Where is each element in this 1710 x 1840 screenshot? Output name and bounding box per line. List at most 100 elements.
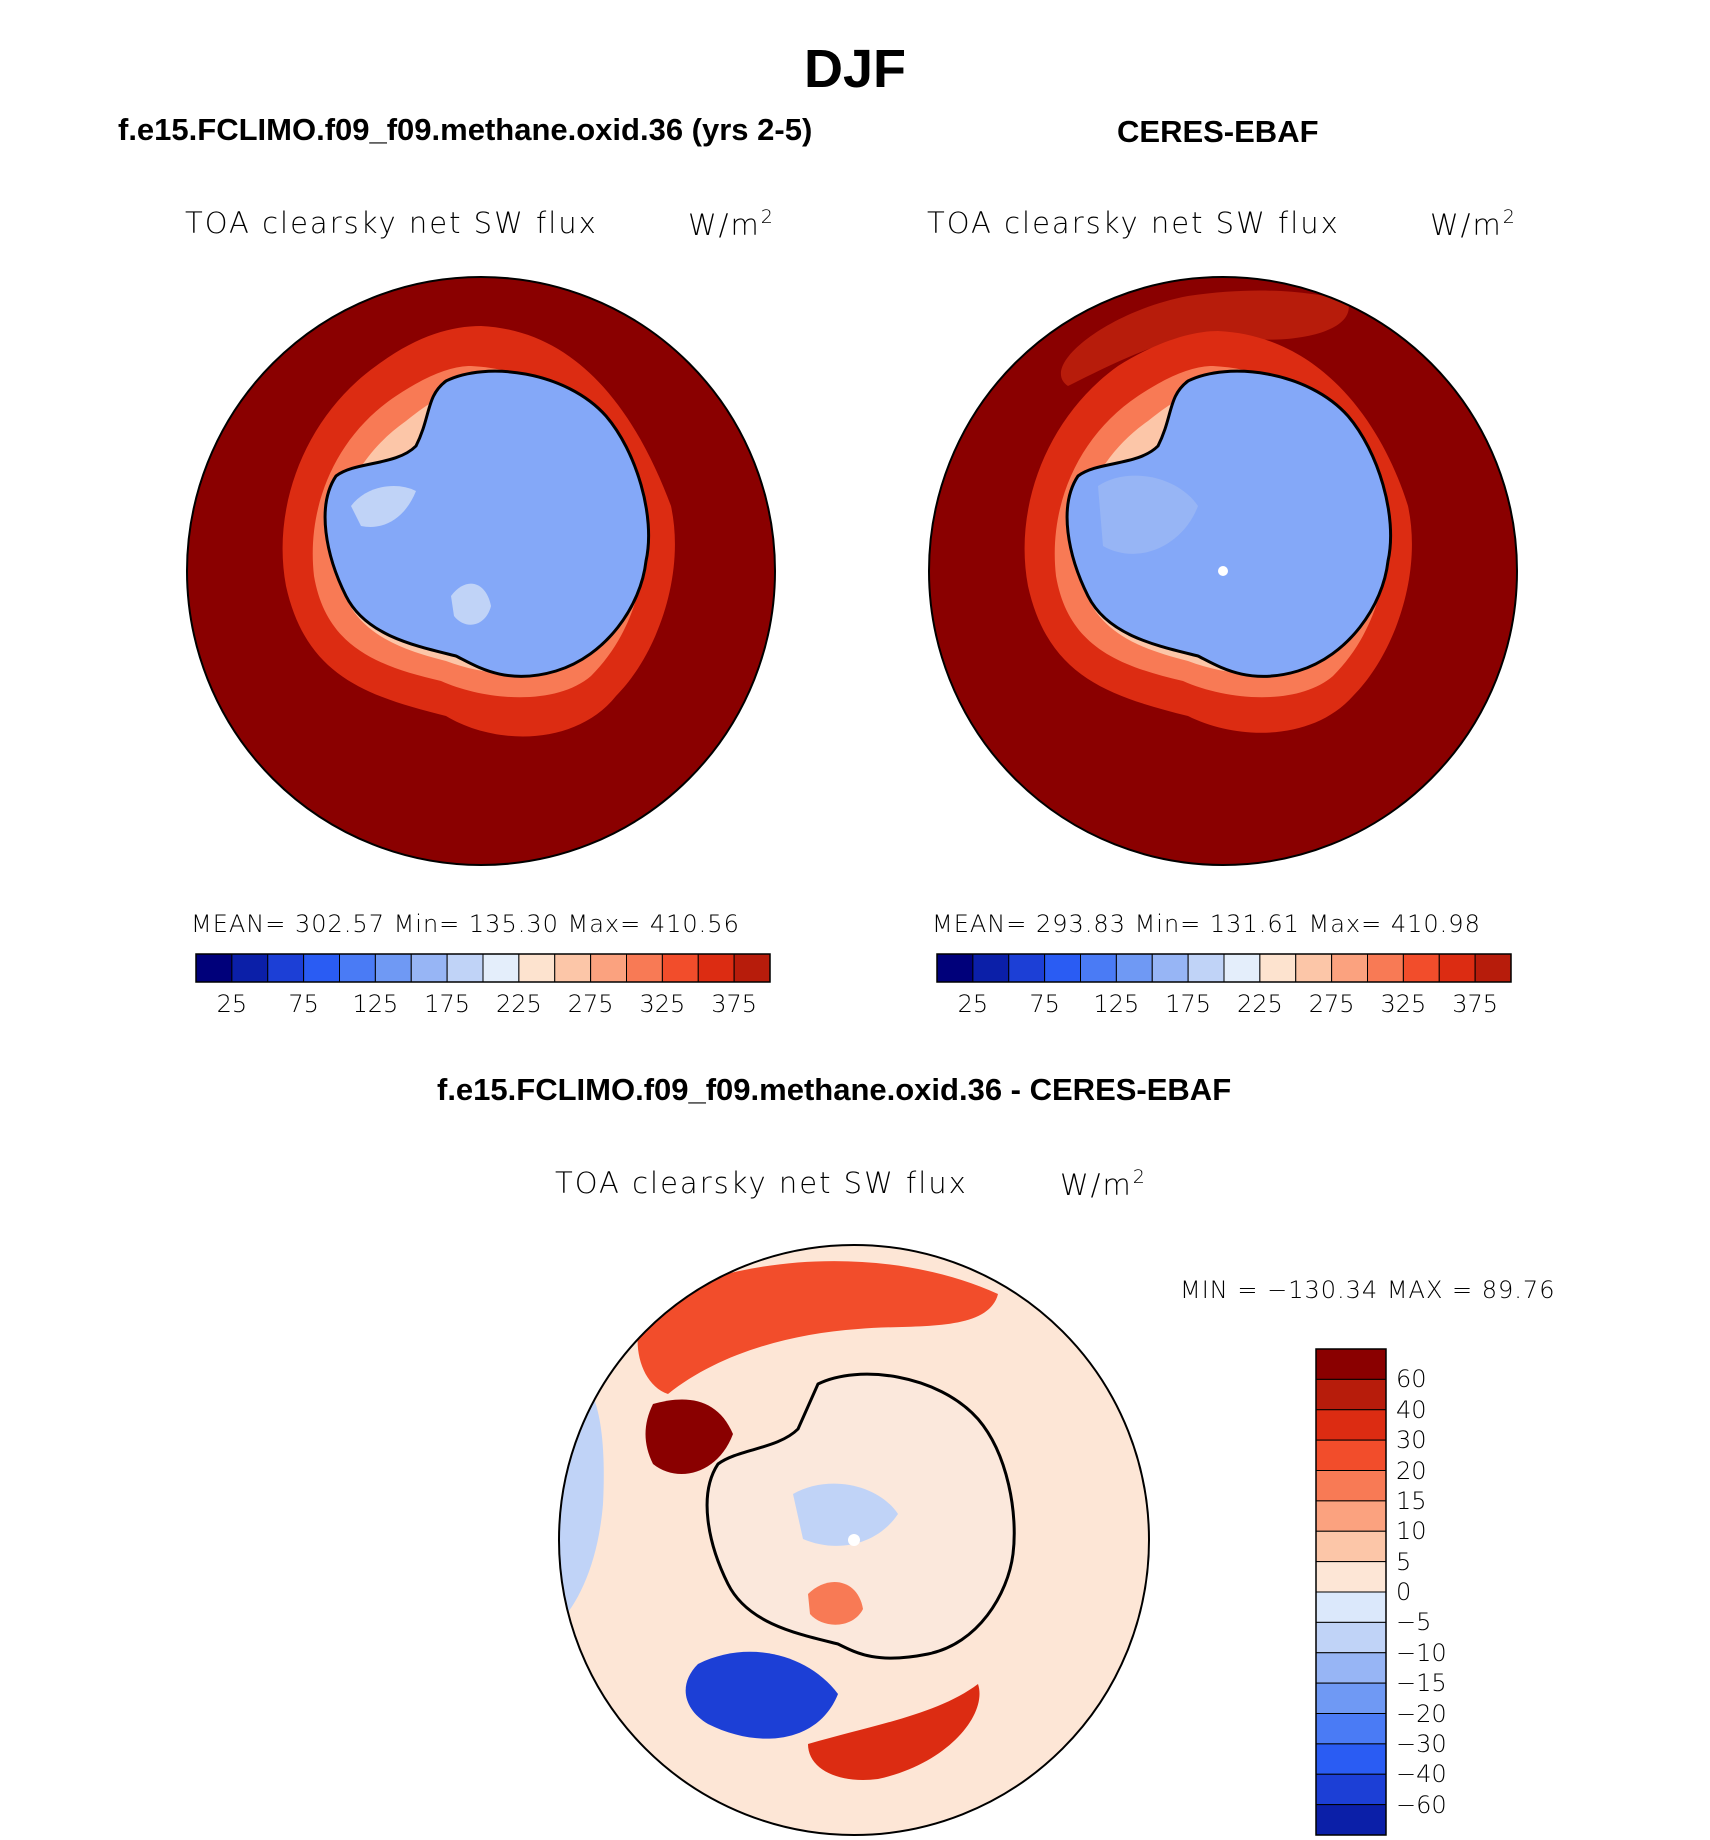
colorbar-box <box>1315 1378 1387 1411</box>
model-cb-label: 25 <box>216 990 248 1018</box>
diff-variable-label: TOA clearsky net SW flux <box>555 1166 968 1200</box>
colorbar-box <box>1259 953 1297 983</box>
colorbar-box <box>1151 953 1189 983</box>
obs-polar-map <box>928 276 1518 866</box>
colorbar-box <box>482 953 520 983</box>
model-variable-label: TOA clearsky net SW flux <box>185 206 598 240</box>
colorbar-box <box>1315 1773 1387 1806</box>
obs-cb-label: 175 <box>1165 990 1212 1018</box>
obs-panel-title: CERES-EBAF <box>1117 114 1319 149</box>
obs-cb-label: 275 <box>1308 990 1355 1018</box>
diff-cb-label: 10 <box>1396 1517 1427 1546</box>
colorbar-box <box>1315 1409 1387 1441</box>
colorbar-box <box>1331 953 1369 983</box>
obs-colorbar-labels: 25 75 125 175 225 275 325 375 <box>937 990 1511 1020</box>
colorbar-box <box>1315 1500 1387 1532</box>
model-colorbar-labels: 25 75 125 175 225 275 325 375 <box>196 990 770 1020</box>
diff-colorbar <box>1315 1348 1387 1836</box>
colorbar-box <box>697 953 735 983</box>
diff-weddell-positive <box>808 1582 863 1625</box>
model-cb-label: 225 <box>495 990 542 1018</box>
colorbar-box <box>1474 953 1512 983</box>
colorbar-box <box>1315 1530 1387 1563</box>
diff-cb-label: 60 <box>1396 1365 1427 1394</box>
diff-stats: MIN = −130.34 MAX = 89.76 <box>1180 1276 1556 1304</box>
obs-pole-hole <box>1218 566 1228 576</box>
colorbar-box <box>972 953 1010 983</box>
model-ross-shelf <box>351 486 416 527</box>
diff-map-border <box>558 1244 1150 1836</box>
diff-polar-map <box>558 1244 1150 1836</box>
colorbar-box <box>590 953 628 983</box>
colorbar-box <box>1315 1804 1387 1836</box>
colorbar-box <box>1315 1713 1387 1745</box>
colorbar-box <box>303 953 341 983</box>
diff-cb-label: −30 <box>1396 1729 1447 1758</box>
colorbar-box <box>626 953 663 983</box>
colorbar-box <box>733 953 771 983</box>
colorbar-box <box>195 953 233 983</box>
colorbar-box <box>1080 953 1117 983</box>
obs-cb-label: 75 <box>1029 990 1060 1018</box>
diff-panel-title: f.e15.FCLIMO.f09_f09.methane.oxid.36 - C… <box>437 1072 1232 1107</box>
colorbar-box <box>1402 953 1440 983</box>
model-units-label: W/m2 <box>688 206 775 242</box>
model-panel-title: f.e15.FCLIMO.f09_f09.methane.oxid.36 (yr… <box>118 112 813 147</box>
obs-cb-label: 325 <box>1380 990 1427 1018</box>
colorbar-box <box>1315 1348 1387 1380</box>
obs-antarctica-land <box>1065 369 1393 678</box>
model-cb-label: 75 <box>288 990 319 1018</box>
diff-minimum-region <box>685 1651 838 1739</box>
obs-cb-label: 125 <box>1093 990 1140 1018</box>
obs-units-label: W/m2 <box>1430 206 1517 242</box>
model-weddell-shelf <box>451 583 491 625</box>
obs-cb-label: 375 <box>1452 990 1499 1018</box>
colorbar-box <box>1315 1470 1387 1502</box>
units-superscript: 2 <box>760 206 775 228</box>
model-cb-label: 325 <box>639 990 686 1018</box>
diff-pole-hole <box>848 1534 860 1546</box>
colorbar-box <box>1315 1439 1387 1472</box>
units-superscript: 2 <box>1132 1166 1147 1188</box>
colorbar-box <box>374 953 412 983</box>
colorbar-box <box>446 953 484 983</box>
colorbar-box <box>231 953 269 983</box>
diff-land-negative-patch <box>793 1483 898 1546</box>
colorbar-box <box>1315 1621 1387 1654</box>
diff-cb-label: −20 <box>1396 1699 1447 1728</box>
obs-variable-label: TOA clearsky net SW flux <box>927 206 1340 240</box>
diff-colorbar-labels: 60 40 30 20 15 10 5 0 −5 −10 −15 −20 −30… <box>1396 1349 1506 1835</box>
colorbar-box <box>936 953 974 983</box>
diff-cb-label: −10 <box>1396 1638 1447 1667</box>
diff-cb-label: 5 <box>1396 1547 1412 1576</box>
colorbar-box <box>1315 1561 1387 1593</box>
diff-cb-label: 40 <box>1396 1395 1427 1424</box>
colorbar-box <box>1315 1682 1387 1715</box>
colorbar-box <box>1315 1652 1387 1684</box>
colorbar-box <box>1008 953 1046 983</box>
colorbar-box <box>1187 953 1225 983</box>
diff-cb-label: 30 <box>1396 1426 1427 1455</box>
model-colorbar <box>195 953 771 983</box>
diff-cb-label: −5 <box>1396 1608 1432 1637</box>
colorbar-box <box>518 953 556 983</box>
model-cb-label: 175 <box>424 990 471 1018</box>
colorbar-box <box>267 953 305 983</box>
obs-cb-label: 25 <box>957 990 989 1018</box>
model-antarctica-land <box>323 369 651 678</box>
obs-west-antarctic-field <box>1098 475 1198 554</box>
colorbar-box <box>1438 953 1476 983</box>
model-polar-map <box>186 276 776 866</box>
colorbar-box <box>1367 953 1404 983</box>
model-map-border <box>186 276 776 866</box>
diff-cb-label: 20 <box>1396 1456 1427 1485</box>
diff-cb-label: 0 <box>1396 1578 1412 1606</box>
colorbar-box <box>661 953 699 983</box>
colorbar-box <box>1223 953 1261 983</box>
diff-cb-label: −15 <box>1396 1669 1447 1698</box>
model-cb-label: 125 <box>352 990 399 1018</box>
diff-units-label: W/m2 <box>1060 1166 1147 1202</box>
colorbar-box <box>1315 1591 1387 1623</box>
obs-contour-325 <box>1060 290 1349 386</box>
colorbar-box <box>1115 953 1153 983</box>
